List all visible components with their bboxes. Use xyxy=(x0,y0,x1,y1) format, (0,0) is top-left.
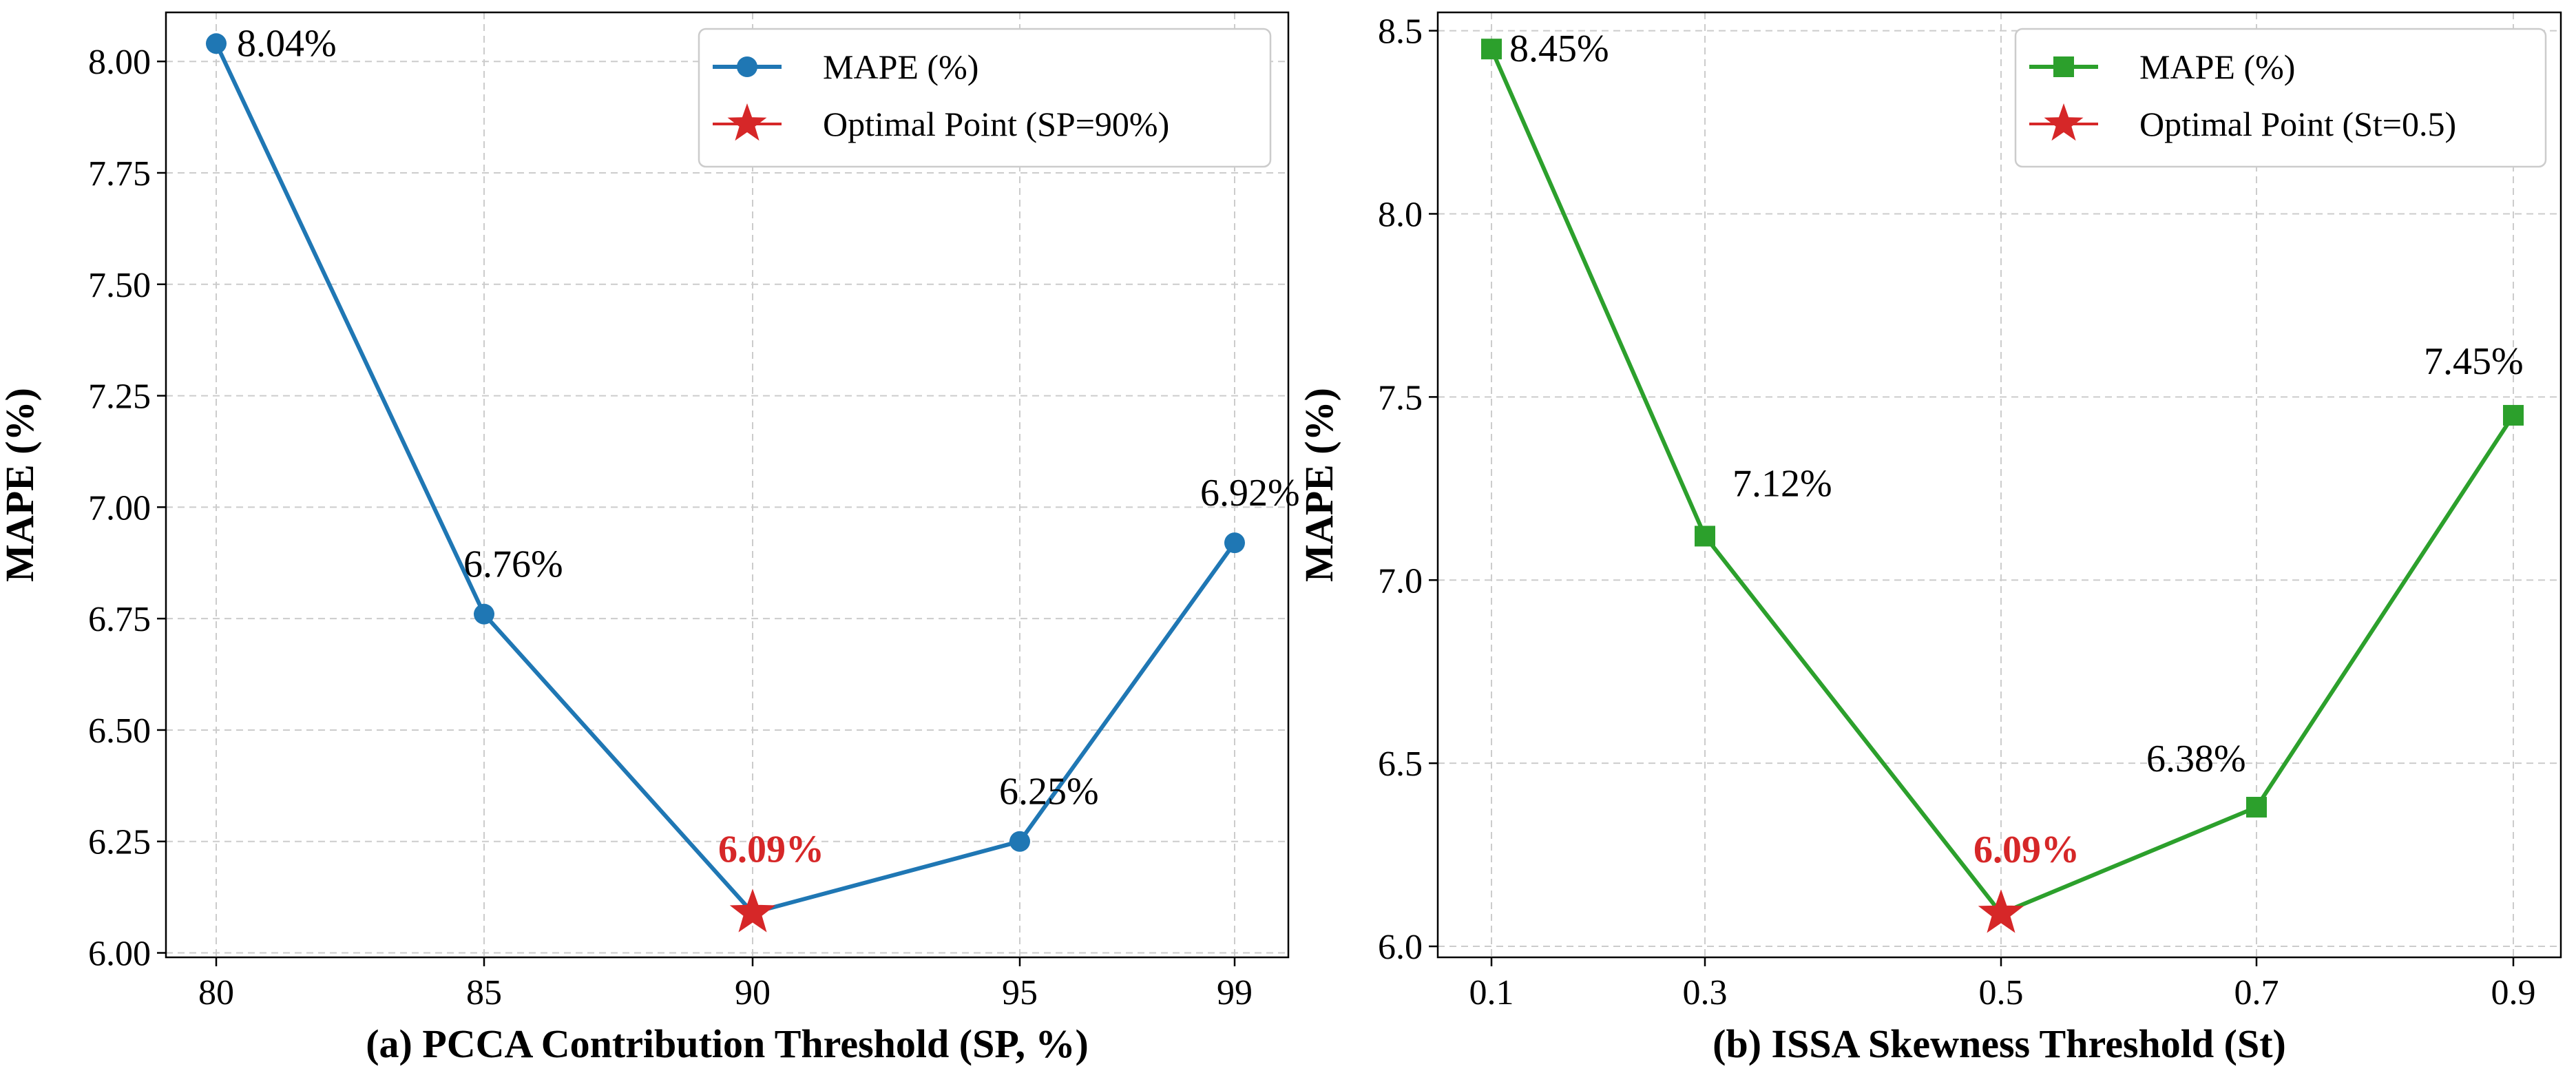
data-label: 6.92% xyxy=(1200,472,1300,514)
data-point xyxy=(1224,532,1245,554)
x-tick-label: 95 xyxy=(1002,973,1038,1012)
y-tick-label: 7.5 xyxy=(1378,378,1423,417)
legend-label-optimal: Optimal Point (SP=90%) xyxy=(823,105,1169,143)
legend-label-optimal: Optimal Point (St=0.5) xyxy=(2139,105,2456,143)
y-tick-label: 6.00 xyxy=(88,935,151,974)
optimal-point-star xyxy=(729,888,776,933)
y-tick-label: 6.50 xyxy=(88,711,151,751)
optimal-point-label: 6.09% xyxy=(1973,829,2080,871)
y-tick-label: 6.25 xyxy=(88,823,151,862)
legend-star-sample xyxy=(2044,103,2084,141)
x-tick-label: 90 xyxy=(735,973,771,1012)
data-point xyxy=(1481,39,1502,60)
data-label: 7.12% xyxy=(1732,462,1832,505)
data-label: 8.04% xyxy=(237,22,337,65)
data-label: 7.45% xyxy=(2424,340,2524,383)
x-tick-label: 0.9 xyxy=(2491,973,2536,1012)
y-tick-label: 8.00 xyxy=(88,43,151,82)
y-tick-label: 7.50 xyxy=(88,266,151,305)
chart-b: 6.0 6.5 7.0 7.5 8.0 8.5 0.1 0.3 0.5 0.7 0.9 (b) ISS… xyxy=(1297,11,2562,1066)
optimal-point-star xyxy=(1978,889,2024,933)
plot-frame xyxy=(165,11,1290,959)
optimal-point-label: 6.09% xyxy=(718,828,824,871)
x-tick-label: 85 xyxy=(466,973,502,1012)
data-point xyxy=(1009,831,1030,852)
data-point xyxy=(2503,404,2524,426)
data-point xyxy=(206,33,227,54)
y-tick-label: 7.75 xyxy=(88,154,151,194)
chart-a: 6.00 6.25 6.50 6.75 7.00 7.25 7.50 7.75 8.00 80 85… xyxy=(0,11,1300,1066)
legend-box xyxy=(2014,28,2547,168)
y-tick-label: 6.0 xyxy=(1378,928,1423,967)
x-tick-label: 0.5 xyxy=(1979,973,2024,1012)
y-axis-title: MAPE (%) xyxy=(1297,388,1341,582)
legend-marker-sample xyxy=(2053,56,2074,77)
x-tick-label: 0.7 xyxy=(2234,973,2279,1012)
legend-label-series: MAPE (%) xyxy=(2139,48,2295,86)
y-tick-label: 6.5 xyxy=(1378,745,1423,784)
legend-marker-sample xyxy=(737,56,757,77)
legend-label-series: MAPE (%) xyxy=(823,48,978,86)
legend-star-sample xyxy=(727,103,767,141)
data-label: 8.45% xyxy=(1509,28,1609,70)
x-tick-label: 80 xyxy=(198,973,234,1012)
data-label: 6.25% xyxy=(999,771,1099,813)
x-axis-title: (b) ISSA Skewness Threshold (St) xyxy=(1713,1021,2286,1066)
data-point xyxy=(2246,796,2267,818)
y-tick-label: 6.75 xyxy=(88,600,151,639)
data-point xyxy=(474,603,494,625)
x-tick-label: 0.1 xyxy=(1469,973,1514,1012)
data-point xyxy=(1695,526,1715,547)
y-tick-label: 7.00 xyxy=(88,488,151,528)
legend: MAPE (%) Optimal Point (SP=90%) xyxy=(698,28,1272,168)
plot-frame xyxy=(1436,11,2562,959)
x-tick-label: 0.3 xyxy=(1683,973,1728,1012)
data-label: 6.76% xyxy=(463,543,563,586)
legend-box xyxy=(698,28,1272,168)
y-tick-label: 7.25 xyxy=(88,377,151,417)
y-axis-title: MAPE (%) xyxy=(0,388,42,582)
x-axis-title: (a) PCCA Contribution Threshold (SP, %) xyxy=(366,1021,1089,1066)
series-line xyxy=(1489,48,2515,916)
legend: MAPE (%) Optimal Point (St=0.5) xyxy=(2014,28,2547,168)
y-tick-label: 7.0 xyxy=(1378,561,1423,601)
y-tick-label: 8.0 xyxy=(1378,195,1423,234)
data-label: 6.38% xyxy=(2146,738,2246,780)
y-tick-label: 8.5 xyxy=(1378,12,1423,52)
x-tick-label: 99 xyxy=(1217,973,1253,1012)
